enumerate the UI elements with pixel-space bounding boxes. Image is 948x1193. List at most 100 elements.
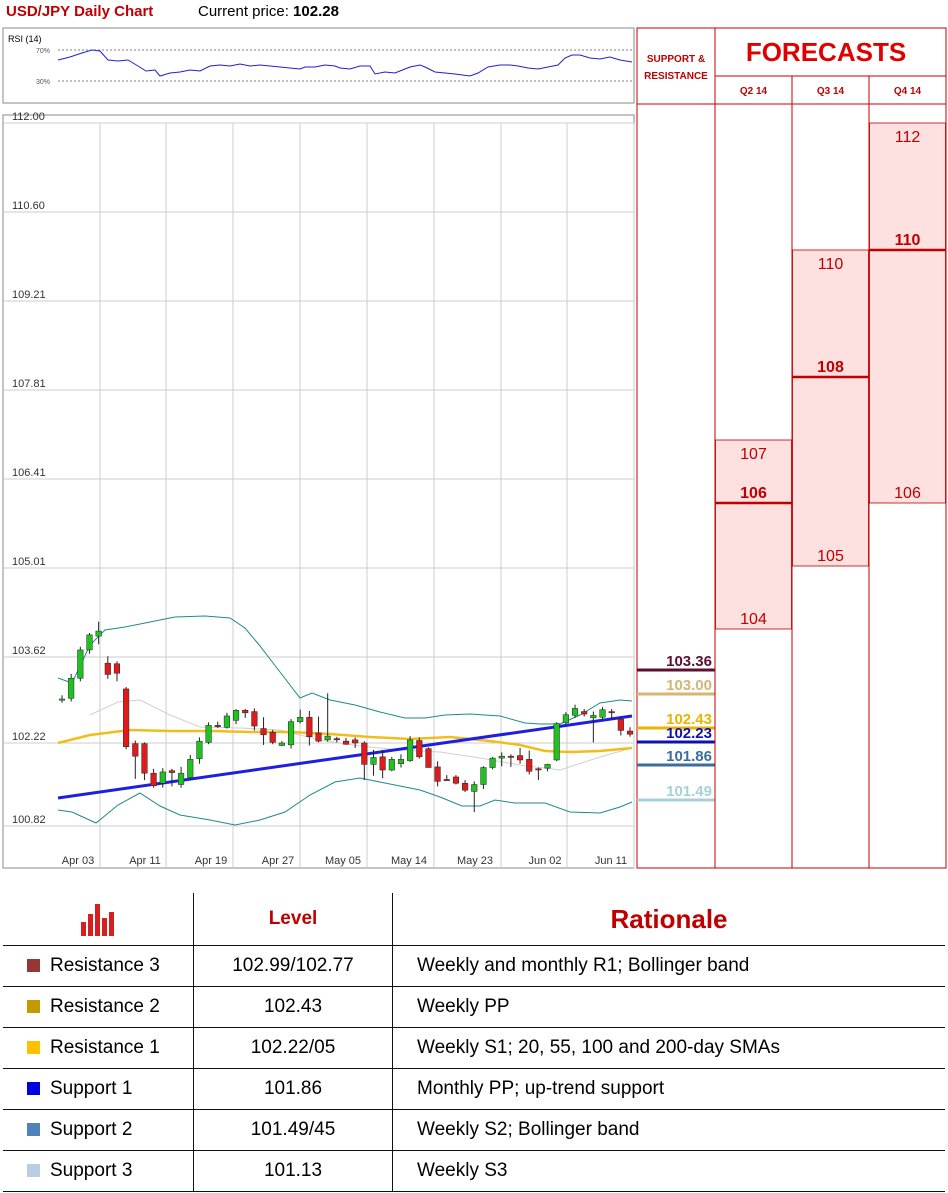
level-name: Resistance 2: [50, 996, 160, 1017]
rsi-panel: RSI (14) 70% 30%: [2, 27, 635, 104]
sr-level-label: 101.86: [666, 748, 712, 765]
forecast-mid: 108: [817, 359, 844, 376]
level-color-swatch: [27, 1041, 40, 1054]
level-name: Resistance 1: [50, 1037, 160, 1058]
candle-body-down: [315, 732, 322, 742]
candle-body-down: [443, 779, 450, 781]
bollinger-lower-line: [57, 777, 633, 826]
candle: [58, 695, 66, 703]
candle: [113, 661, 121, 682]
forecast-low: 104: [740, 611, 767, 628]
level-name-cell: Support 2: [3, 1109, 194, 1151]
candle: [233, 709, 240, 725]
level-rationale: Weekly S1; 20, 55, 100 and 200-day SMAs: [392, 1027, 945, 1069]
y-tick-label: 103.62: [12, 645, 46, 657]
candle: [407, 736, 414, 762]
candle-body-up: [287, 721, 295, 746]
candle: [434, 761, 441, 787]
level-value: 102.99/102.77: [193, 945, 393, 987]
sr-header-line2: RESISTANCE: [644, 71, 708, 82]
candle: [544, 763, 551, 772]
candle-body-down: [333, 738, 340, 741]
level-row: Resistance 2 102.43 Weekly PP: [3, 986, 945, 1028]
candle-body-up: [480, 767, 487, 785]
candle-body-down: [626, 730, 634, 735]
y-tick-label: 107.81: [12, 378, 46, 390]
candle-body-down: [617, 718, 624, 731]
candle: [104, 656, 111, 679]
levels-table-body: Resistance 3 102.99/102.77 Weekly and mont…: [3, 945, 945, 1192]
candle-body-down: [608, 711, 615, 714]
candle-body-up: [407, 739, 414, 761]
chart-title: USD/JPY Daily Chart: [6, 3, 154, 20]
level-row: Resistance 1 102.22/05 Weekly S1; 20, 55, …: [3, 1027, 945, 1069]
level-color-swatch: [27, 959, 40, 972]
sr-level-label: 103.36: [666, 653, 712, 670]
y-tick-label: 106.41: [12, 467, 46, 479]
candle: [397, 754, 405, 768]
candle: [626, 727, 634, 737]
candle: [187, 754, 194, 780]
candle-body-down: [104, 662, 111, 675]
level-name-cell: Resistance 2: [3, 986, 194, 1028]
candle-body-up: [58, 698, 66, 701]
candle-body-down: [269, 732, 276, 743]
x-tick-label: Apr 19: [195, 855, 227, 867]
quarter-label: Q2 14: [740, 86, 768, 97]
level-value: 101.13: [193, 1150, 393, 1192]
candle-body-up: [178, 772, 185, 785]
candle-body-down: [425, 748, 432, 768]
candle: [306, 710, 313, 746]
sma-line: [57, 728, 633, 754]
candle: [132, 740, 139, 779]
candle-body-up: [77, 649, 84, 679]
levels-table: Level Rationale Resistance 3 102.99/102.7…: [3, 893, 945, 1192]
candle-body-up: [590, 715, 597, 719]
level-row: Support 3 101.13 Weekly S3: [3, 1150, 945, 1192]
level-rationale: Weekly S2; Bollinger band: [392, 1109, 945, 1151]
candle-body-up: [562, 714, 569, 724]
candle-body-up: [68, 677, 75, 699]
candle: [581, 709, 588, 717]
quarter-label: Q3 14: [817, 86, 845, 97]
candle-body-down: [462, 782, 469, 791]
sr-level-label: 101.49: [666, 783, 712, 800]
sr-level-label: 102.43: [666, 711, 712, 728]
candle: [86, 632, 93, 654]
candle: [590, 711, 597, 743]
candle-body-up: [278, 742, 285, 746]
candle: [462, 780, 469, 793]
candle: [562, 712, 569, 725]
candle: [168, 768, 175, 787]
candle: [599, 707, 606, 720]
candle-body-up: [571, 708, 579, 716]
candle-body-down: [123, 688, 130, 748]
candle: [123, 687, 130, 750]
candle-body-down: [113, 663, 121, 674]
level-name-cell: Support 3: [3, 1150, 194, 1192]
candlesticks: [58, 621, 634, 813]
candle: [287, 719, 295, 749]
candle-body-up: [159, 771, 166, 784]
candle-body-down: [242, 710, 249, 714]
candle-body-down: [342, 740, 350, 745]
level-header: Level: [193, 893, 393, 946]
candle-body-down: [260, 728, 267, 736]
candle: [278, 741, 285, 747]
current-price: Current price: 102.28: [198, 3, 339, 20]
candle: [141, 742, 148, 781]
forecast-low: 105: [817, 548, 844, 565]
candle: [214, 721, 221, 728]
x-tick-label: May 14: [391, 855, 427, 867]
level-name-cell: Support 1: [3, 1068, 194, 1110]
x-tick-label: Apr 11: [129, 855, 161, 867]
candle: [68, 673, 75, 702]
candle-body-up: [205, 725, 212, 743]
candle: [388, 756, 395, 772]
level-name: Support 3: [50, 1160, 133, 1181]
price-label: Current price:: [198, 3, 294, 20]
candle: [324, 693, 331, 742]
candle-body-down: [526, 759, 533, 772]
level-name: Support 2: [50, 1119, 133, 1140]
